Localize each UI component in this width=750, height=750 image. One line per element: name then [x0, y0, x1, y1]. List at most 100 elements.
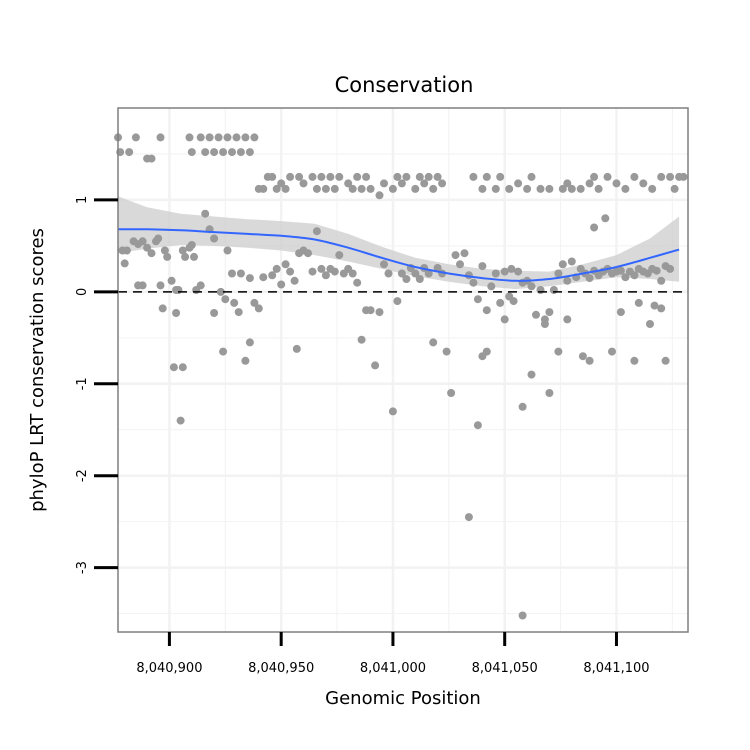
- data-point: [478, 184, 487, 193]
- data-point: [335, 251, 344, 260]
- data-point: [491, 269, 500, 278]
- data-point: [277, 179, 286, 188]
- data-point: [447, 389, 456, 397]
- data-point: [259, 184, 268, 193]
- data-point: [187, 148, 196, 157]
- data-point: [420, 179, 429, 188]
- data-point: [424, 172, 433, 181]
- data-point: [442, 347, 451, 356]
- smooth-line-layer: [117, 228, 680, 282]
- data-point: [371, 361, 380, 370]
- data-point: [131, 133, 140, 142]
- data-point: [210, 309, 219, 317]
- data-point: [272, 184, 281, 193]
- data-point: [496, 298, 505, 307]
- data-point: [630, 271, 639, 280]
- data-point: [219, 148, 228, 157]
- data-point: [650, 301, 659, 310]
- data-point: [666, 264, 675, 273]
- data-point: [158, 304, 167, 313]
- data-point: [397, 179, 406, 188]
- data-point: [590, 172, 599, 181]
- data-point: [393, 172, 402, 181]
- data-point: [545, 184, 554, 193]
- data-point: [464, 513, 473, 522]
- data-point: [451, 251, 460, 260]
- data-point: [228, 148, 236, 157]
- data-point: [621, 273, 630, 282]
- data-point: [388, 184, 397, 193]
- data-point: [178, 363, 187, 372]
- data-point: [532, 310, 540, 319]
- data-point: [438, 179, 447, 188]
- data-point: [415, 275, 424, 283]
- data-point: [290, 276, 299, 285]
- data-point: [554, 269, 563, 278]
- data-point: [219, 347, 228, 356]
- data-point: [321, 271, 330, 280]
- data-point: [518, 611, 527, 620]
- data-point: [163, 252, 172, 261]
- data-point: [608, 347, 616, 356]
- data-point: [277, 280, 286, 289]
- data-point: [567, 184, 576, 193]
- data-point: [292, 344, 301, 353]
- data-point: [601, 214, 610, 223]
- data-point: [272, 264, 281, 273]
- data-point: [482, 172, 491, 181]
- data-point: [411, 184, 420, 193]
- data-point: [138, 237, 147, 246]
- data-point: [657, 172, 666, 181]
- data-point: [221, 295, 230, 304]
- data-point: [236, 148, 245, 157]
- chart-title: Conservation: [335, 73, 474, 97]
- data-point: [245, 274, 254, 283]
- data-point: [384, 269, 393, 278]
- data-point: [563, 315, 572, 324]
- data-point: [429, 184, 438, 193]
- data-point: [205, 133, 214, 142]
- data-point: [433, 172, 442, 181]
- data-point: [657, 304, 666, 313]
- data-point: [228, 269, 236, 278]
- data-point: [308, 267, 317, 276]
- y-tick-label: -1: [75, 377, 90, 390]
- data-point: [536, 286, 545, 294]
- data-point: [304, 249, 312, 258]
- data-point: [348, 269, 357, 278]
- data-point: [281, 260, 290, 269]
- data-point: [402, 172, 411, 181]
- data-point: [393, 297, 402, 306]
- data-point: [286, 172, 295, 181]
- data-point: [176, 416, 185, 425]
- x-tick-label: 8,041,050: [472, 661, 538, 676]
- data-point: [585, 274, 594, 283]
- confidence-ribbon: [118, 196, 680, 290]
- data-point: [527, 172, 536, 181]
- data-point: [433, 264, 442, 272]
- data-point: [634, 298, 643, 307]
- data-point: [295, 172, 304, 181]
- data-point: [366, 184, 375, 193]
- data-point: [348, 184, 357, 193]
- data-point: [558, 184, 567, 193]
- data-point: [567, 257, 576, 266]
- data-point: [456, 260, 464, 269]
- panel-background: [118, 108, 688, 632]
- data-point: [482, 306, 491, 315]
- data-point: [469, 278, 478, 287]
- data-point: [594, 184, 603, 193]
- data-point: [679, 172, 688, 181]
- data-point: [308, 172, 317, 181]
- data-point: [415, 172, 424, 181]
- data-point: [487, 282, 496, 291]
- data-point: [661, 356, 670, 365]
- y-tick-label: -3: [75, 561, 90, 574]
- data-point: [563, 276, 572, 285]
- data-point: [201, 148, 210, 157]
- data-point: [196, 133, 205, 142]
- data-point: [558, 260, 567, 269]
- data-point: [540, 320, 549, 328]
- data-point: [250, 298, 259, 307]
- data-point: [380, 260, 388, 269]
